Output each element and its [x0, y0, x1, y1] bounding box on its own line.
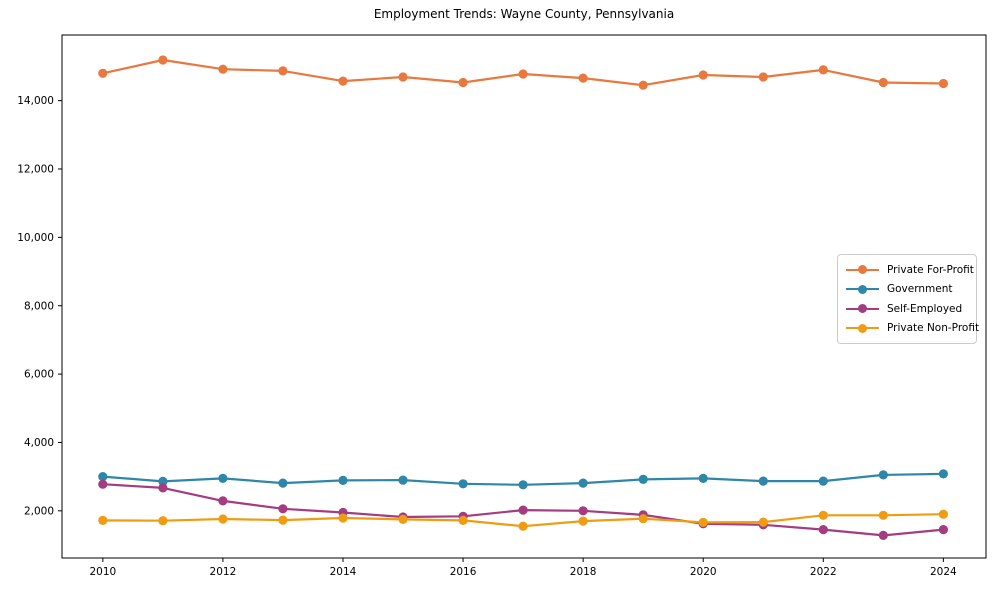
- data-point-government: [878, 470, 888, 480]
- data-point-self-employed: [278, 504, 288, 514]
- data-point-government: [518, 480, 528, 490]
- x-tick-label: 2018: [570, 566, 597, 578]
- legend-line-swatch: [846, 265, 879, 275]
- y-tick-label: 2,000: [24, 505, 54, 517]
- data-point-private-non-profit: [158, 516, 168, 526]
- data-point-government: [938, 469, 949, 479]
- data-point-private-for-profit: [818, 65, 828, 75]
- x-tick-label: 2022: [810, 566, 837, 578]
- data-point-government: [98, 472, 108, 482]
- data-point-government: [158, 476, 168, 486]
- data-point-private-non-profit: [338, 513, 348, 523]
- legend-item-government: Government: [846, 280, 968, 298]
- data-point-self-employed: [878, 530, 888, 541]
- data-point-private-for-profit: [758, 72, 768, 82]
- x-tick-label: 2010: [89, 566, 116, 578]
- x-tick-label: 2016: [450, 566, 477, 578]
- data-point-self-employed: [158, 483, 168, 493]
- legend-line-swatch: [846, 284, 879, 294]
- data-point-private-non-profit: [758, 517, 768, 527]
- data-point-government: [698, 473, 708, 483]
- data-point-government: [278, 478, 288, 488]
- data-point-private-non-profit: [98, 515, 108, 526]
- legend: Private For-Profit Government Self-Employe…: [837, 254, 979, 344]
- data-point-government: [338, 475, 348, 485]
- data-point-private-non-profit: [878, 510, 888, 520]
- data-point-government: [818, 476, 828, 486]
- legend-item-private-non-profit: Private Non-Profit: [846, 319, 979, 337]
- data-point-private-for-profit: [218, 64, 228, 74]
- data-point-private-for-profit: [338, 76, 348, 86]
- y-tick-label: 8,000: [24, 300, 54, 312]
- data-point-private-for-profit: [158, 55, 168, 65]
- data-point-private-for-profit: [518, 69, 528, 79]
- data-point-self-employed: [98, 479, 108, 489]
- data-point-private-for-profit: [698, 70, 708, 80]
- data-point-private-non-profit: [458, 515, 468, 526]
- data-point-private-non-profit: [578, 516, 588, 526]
- legend-marker-dot: [858, 265, 867, 275]
- data-point-government: [638, 474, 648, 484]
- data-point-private-non-profit: [818, 510, 828, 520]
- x-tick-label: 2024: [930, 566, 957, 578]
- legend-line-swatch: [846, 304, 879, 314]
- data-point-private-non-profit: [218, 514, 228, 524]
- data-point-private-for-profit: [878, 77, 888, 88]
- data-point-government: [758, 476, 768, 486]
- legend-marker-dot: [858, 284, 867, 294]
- legend-label: Self-Employed: [887, 302, 963, 315]
- x-tick-label: 2012: [210, 566, 237, 578]
- data-point-private-for-profit: [398, 72, 408, 82]
- data-point-private-for-profit: [458, 77, 468, 88]
- legend-marker-dot: [858, 323, 867, 333]
- data-point-private-for-profit: [938, 78, 949, 89]
- legend-line-swatch: [846, 323, 879, 333]
- y-tick-label: 14,000: [17, 95, 54, 107]
- data-point-self-employed: [218, 496, 228, 506]
- legend-item-private-for-profit: Private For-Profit: [846, 261, 974, 279]
- plot-frame: [61, 34, 987, 559]
- data-point-government: [458, 479, 468, 489]
- y-tick-label: 10,000: [17, 232, 54, 244]
- data-point-self-employed: [938, 525, 949, 535]
- legend-label: Private Non-Profit: [887, 322, 980, 335]
- x-tick-label: 2020: [690, 566, 717, 578]
- data-point-government: [218, 473, 228, 483]
- y-tick-label: 4,000: [24, 437, 54, 449]
- data-point-private-non-profit: [398, 514, 408, 525]
- data-point-private-non-profit: [698, 517, 708, 528]
- legend-label: Government: [887, 283, 953, 296]
- data-point-private-for-profit: [278, 66, 288, 76]
- data-point-self-employed: [818, 525, 828, 535]
- data-point-private-for-profit: [98, 68, 108, 78]
- data-point-self-employed: [518, 505, 528, 515]
- x-tick-label: 2014: [330, 566, 357, 578]
- legend-label: Private For-Profit: [887, 263, 974, 276]
- data-point-private-non-profit: [938, 509, 949, 519]
- chart-title: Employment Trends: Wayne County, Pennsyl…: [373, 7, 675, 21]
- data-point-private-non-profit: [518, 521, 528, 531]
- data-point-self-employed: [578, 506, 588, 516]
- data-point-government: [398, 475, 408, 485]
- data-point-private-for-profit: [578, 73, 588, 83]
- data-point-government: [578, 478, 588, 488]
- legend-marker-dot: [858, 304, 867, 314]
- legend-item-self-employed: Self-Employed: [846, 300, 968, 318]
- data-point-private-non-profit: [638, 514, 648, 524]
- y-tick-label: 12,000: [17, 164, 54, 176]
- data-point-private-non-profit: [278, 515, 288, 525]
- y-tick-label: 6,000: [24, 369, 54, 381]
- data-point-private-for-profit: [638, 80, 648, 90]
